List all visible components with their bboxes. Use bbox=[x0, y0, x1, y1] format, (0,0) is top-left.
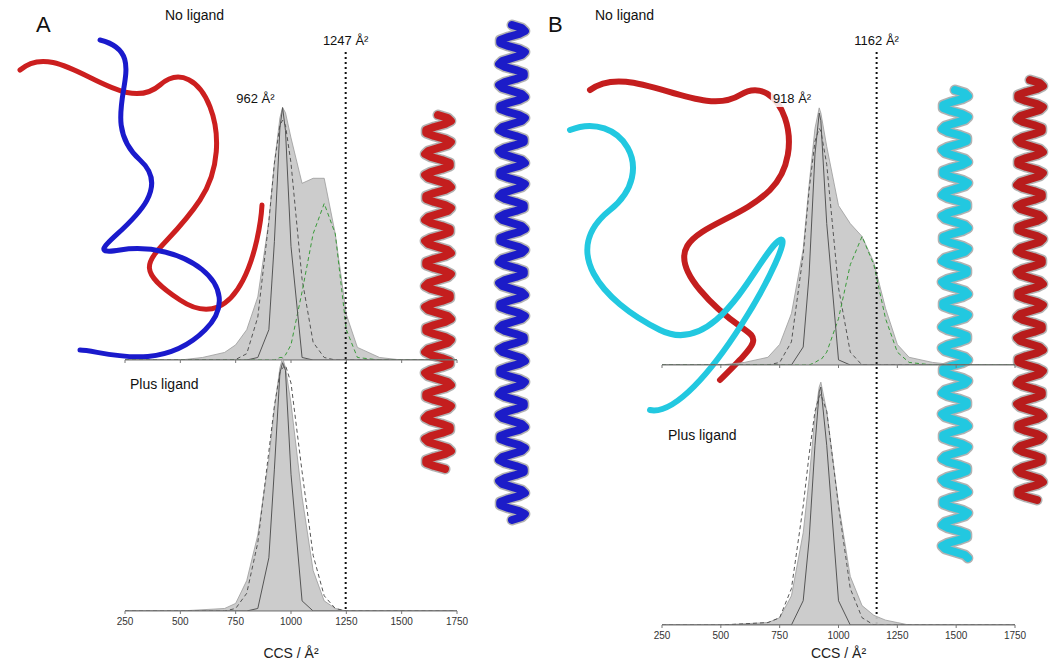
x-axis-title: CCS / Å² bbox=[811, 645, 867, 661]
distribution-area bbox=[125, 108, 457, 360]
fit-line bbox=[125, 363, 457, 611]
x-tick bbox=[662, 365, 663, 368]
x-tick bbox=[180, 360, 181, 363]
reference-label: 1247 Å² bbox=[323, 33, 369, 48]
x-tick bbox=[401, 360, 402, 363]
helix-shadow bbox=[1017, 80, 1043, 500]
x-tick bbox=[346, 611, 347, 614]
peak-label: 962 Å² bbox=[236, 91, 275, 106]
x-tick bbox=[956, 365, 957, 368]
structure-cartoons bbox=[20, 25, 1043, 558]
helix-shadow bbox=[499, 25, 525, 520]
helix-shadow bbox=[425, 115, 451, 469]
x-tick-label: 750 bbox=[771, 630, 788, 641]
plot-title: Plus ligand bbox=[130, 376, 199, 392]
x-tick bbox=[956, 625, 957, 628]
plot-title: No ligand bbox=[165, 7, 224, 23]
x-tick bbox=[779, 365, 780, 368]
x-tick bbox=[457, 611, 458, 614]
x-tick bbox=[291, 611, 292, 614]
distribution-area bbox=[125, 358, 457, 611]
marks bbox=[662, 108, 1015, 365]
x-tick bbox=[457, 360, 458, 363]
plot-title: Plus ligand bbox=[668, 427, 737, 443]
plot-title: No ligand bbox=[595, 7, 654, 23]
x-tick bbox=[291, 360, 292, 363]
peak-label-group: 962 Å² bbox=[234, 90, 277, 107]
x-tick bbox=[838, 365, 839, 368]
x-tick bbox=[235, 611, 236, 614]
coil bbox=[80, 40, 219, 357]
panel-letter: B bbox=[548, 12, 563, 37]
x-tick-label: 750 bbox=[227, 616, 244, 627]
x-tick bbox=[662, 625, 663, 628]
x-tick-label: 1250 bbox=[335, 616, 358, 627]
fit-line bbox=[125, 108, 457, 360]
distribution-area bbox=[662, 382, 1015, 625]
fit-line bbox=[662, 236, 1015, 365]
peak-label-group: 918 Å² bbox=[771, 90, 814, 107]
x-tick bbox=[779, 625, 780, 628]
helix bbox=[1017, 80, 1043, 500]
coil bbox=[20, 61, 262, 309]
helix-shadow bbox=[942, 90, 968, 558]
label-patch bbox=[234, 90, 277, 107]
x-tick-label: 1750 bbox=[1004, 630, 1027, 641]
x-tick bbox=[235, 360, 236, 363]
plot: 250 500 750 1000 1250 1500 1750 CCS / Å² bbox=[117, 358, 469, 661]
figure: No ligand A 962 Å² 1247 Å² 250 500 750 1000 1250… bbox=[0, 0, 1059, 669]
reference-line bbox=[876, 52, 878, 625]
reference-line bbox=[345, 52, 347, 611]
helix bbox=[942, 90, 968, 558]
marks bbox=[125, 358, 457, 611]
plot bbox=[662, 108, 1015, 368]
x-tick bbox=[897, 365, 898, 368]
x-tick-label: 1000 bbox=[280, 616, 303, 627]
label-patch bbox=[771, 90, 814, 107]
x-tick bbox=[180, 611, 181, 614]
x-tick bbox=[1015, 365, 1016, 368]
fit-line bbox=[125, 204, 457, 360]
x-tick-label: 250 bbox=[654, 630, 671, 641]
x-tick-label: 1250 bbox=[886, 630, 909, 641]
x-tick bbox=[838, 625, 839, 628]
peak-label: 918 Å² bbox=[773, 91, 812, 106]
reference-label: 1162 Å² bbox=[854, 33, 899, 48]
marks bbox=[662, 382, 1015, 625]
fit-line bbox=[662, 387, 1015, 625]
x-tick bbox=[897, 625, 898, 628]
x-axis-title: CCS / Å² bbox=[263, 645, 319, 661]
x-tick-label: 1750 bbox=[446, 616, 469, 627]
fit-line bbox=[662, 113, 1015, 365]
plot bbox=[125, 108, 457, 363]
plot: 250 500 750 1000 1250 1500 1750 CCS / Å² bbox=[654, 382, 1027, 661]
x-tick bbox=[125, 611, 126, 614]
x-tick-label: 1500 bbox=[391, 616, 414, 627]
x-tick bbox=[401, 611, 402, 614]
marks bbox=[125, 108, 457, 360]
x-tick bbox=[1015, 625, 1016, 628]
x-tick bbox=[720, 625, 721, 628]
x-tick-label: 1000 bbox=[827, 630, 850, 641]
x-tick bbox=[720, 365, 721, 368]
x-tick-label: 500 bbox=[712, 630, 729, 641]
distribution-area bbox=[662, 108, 1015, 365]
helix bbox=[425, 115, 451, 469]
fit-line bbox=[662, 128, 1015, 365]
x-tick-label: 1500 bbox=[945, 630, 968, 641]
fit-line bbox=[125, 365, 457, 611]
x-tick bbox=[125, 360, 126, 363]
fit-line bbox=[662, 394, 1015, 625]
x-tick-label: 500 bbox=[172, 616, 189, 627]
coil bbox=[570, 126, 783, 410]
x-tick-label: 250 bbox=[117, 616, 134, 627]
panel-letter: A bbox=[36, 12, 51, 37]
helix bbox=[499, 25, 525, 520]
